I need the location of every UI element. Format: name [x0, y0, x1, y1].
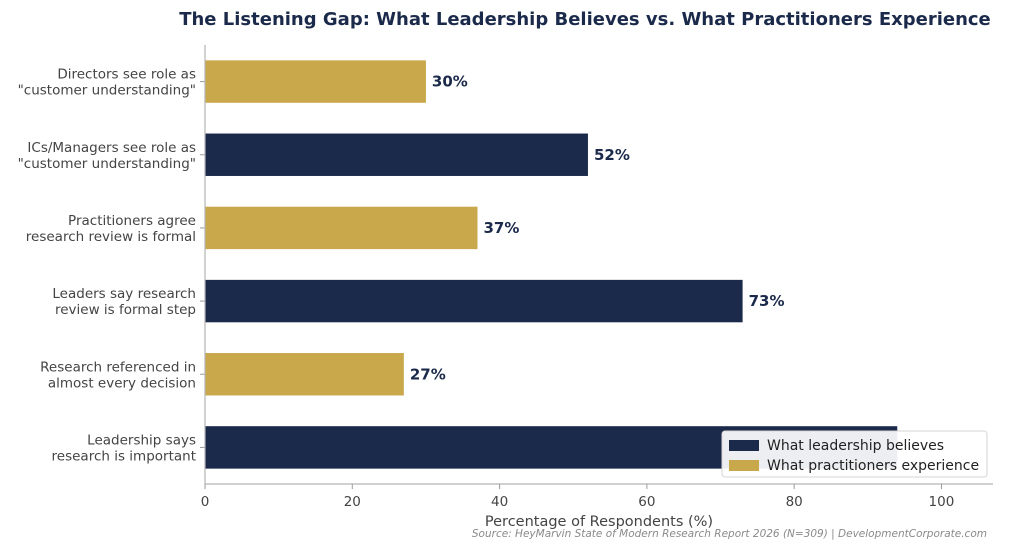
x-tick-label-100: 100	[929, 494, 955, 510]
x-tick-label-80: 80	[786, 494, 803, 510]
chart-title: The Listening Gap: What Leadership Belie…	[179, 9, 991, 30]
category-label-2-line-1: ICs/Managers see role as	[27, 140, 196, 156]
x-axis: 0 20 40 60 80 100	[201, 45, 993, 510]
category-label-5-line-2: almost every decision	[48, 375, 196, 391]
category-label-1-line-1: Directors see role as	[57, 67, 196, 83]
category-label-3-line-1: Practitioners agree	[68, 213, 196, 229]
legend-label-2: What practitioners experience	[767, 458, 979, 474]
x-tick-label-20: 20	[344, 494, 361, 510]
value-label-1: 30%	[432, 73, 468, 91]
category-label-6-line-1: Leadership says	[87, 432, 196, 448]
x-axis-title: Percentage of Respondents (%)	[485, 514, 713, 530]
category-label-2-line-2: "customer understanding"	[18, 156, 196, 172]
legend-swatch-1	[729, 440, 759, 451]
bar-5	[205, 353, 404, 396]
bar-2	[205, 133, 588, 176]
legend-box	[721, 430, 988, 478]
source-note: Source: HeyMarvin State of Modern Resear…	[472, 528, 987, 540]
category-label-6-line-2: research is important	[52, 448, 196, 464]
category-label-3-line-2: research review is formal	[26, 229, 196, 245]
bar-4	[205, 279, 743, 323]
category-label-4-line-2: review is formal step	[55, 302, 196, 318]
legend-swatch-2	[729, 460, 759, 471]
value-label-2: 52%	[594, 146, 630, 164]
x-tick-label-0: 0	[201, 494, 210, 510]
category-label-4-line-1: Leaders say research	[52, 286, 196, 302]
x-tick-label-60: 60	[638, 494, 655, 510]
category-label-5-line-1: Research referenced in	[40, 359, 196, 375]
category-labels: Directors see role as"customer understan…	[18, 67, 205, 464]
category-label-1-line-2: "customer understanding"	[18, 83, 196, 99]
legend: What leadership believes What practitione…	[721, 430, 988, 478]
value-label-5: 27%	[410, 365, 446, 383]
value-label-3: 37%	[483, 219, 519, 237]
x-tick-label-40: 40	[491, 494, 508, 510]
bar-1	[205, 60, 426, 103]
bar-3	[205, 206, 478, 250]
value-label-4: 73%	[749, 292, 785, 310]
legend-label-1: What leadership believes	[767, 438, 944, 454]
bars-layer: 30% 52% 37% 73% 27%	[205, 60, 898, 469]
